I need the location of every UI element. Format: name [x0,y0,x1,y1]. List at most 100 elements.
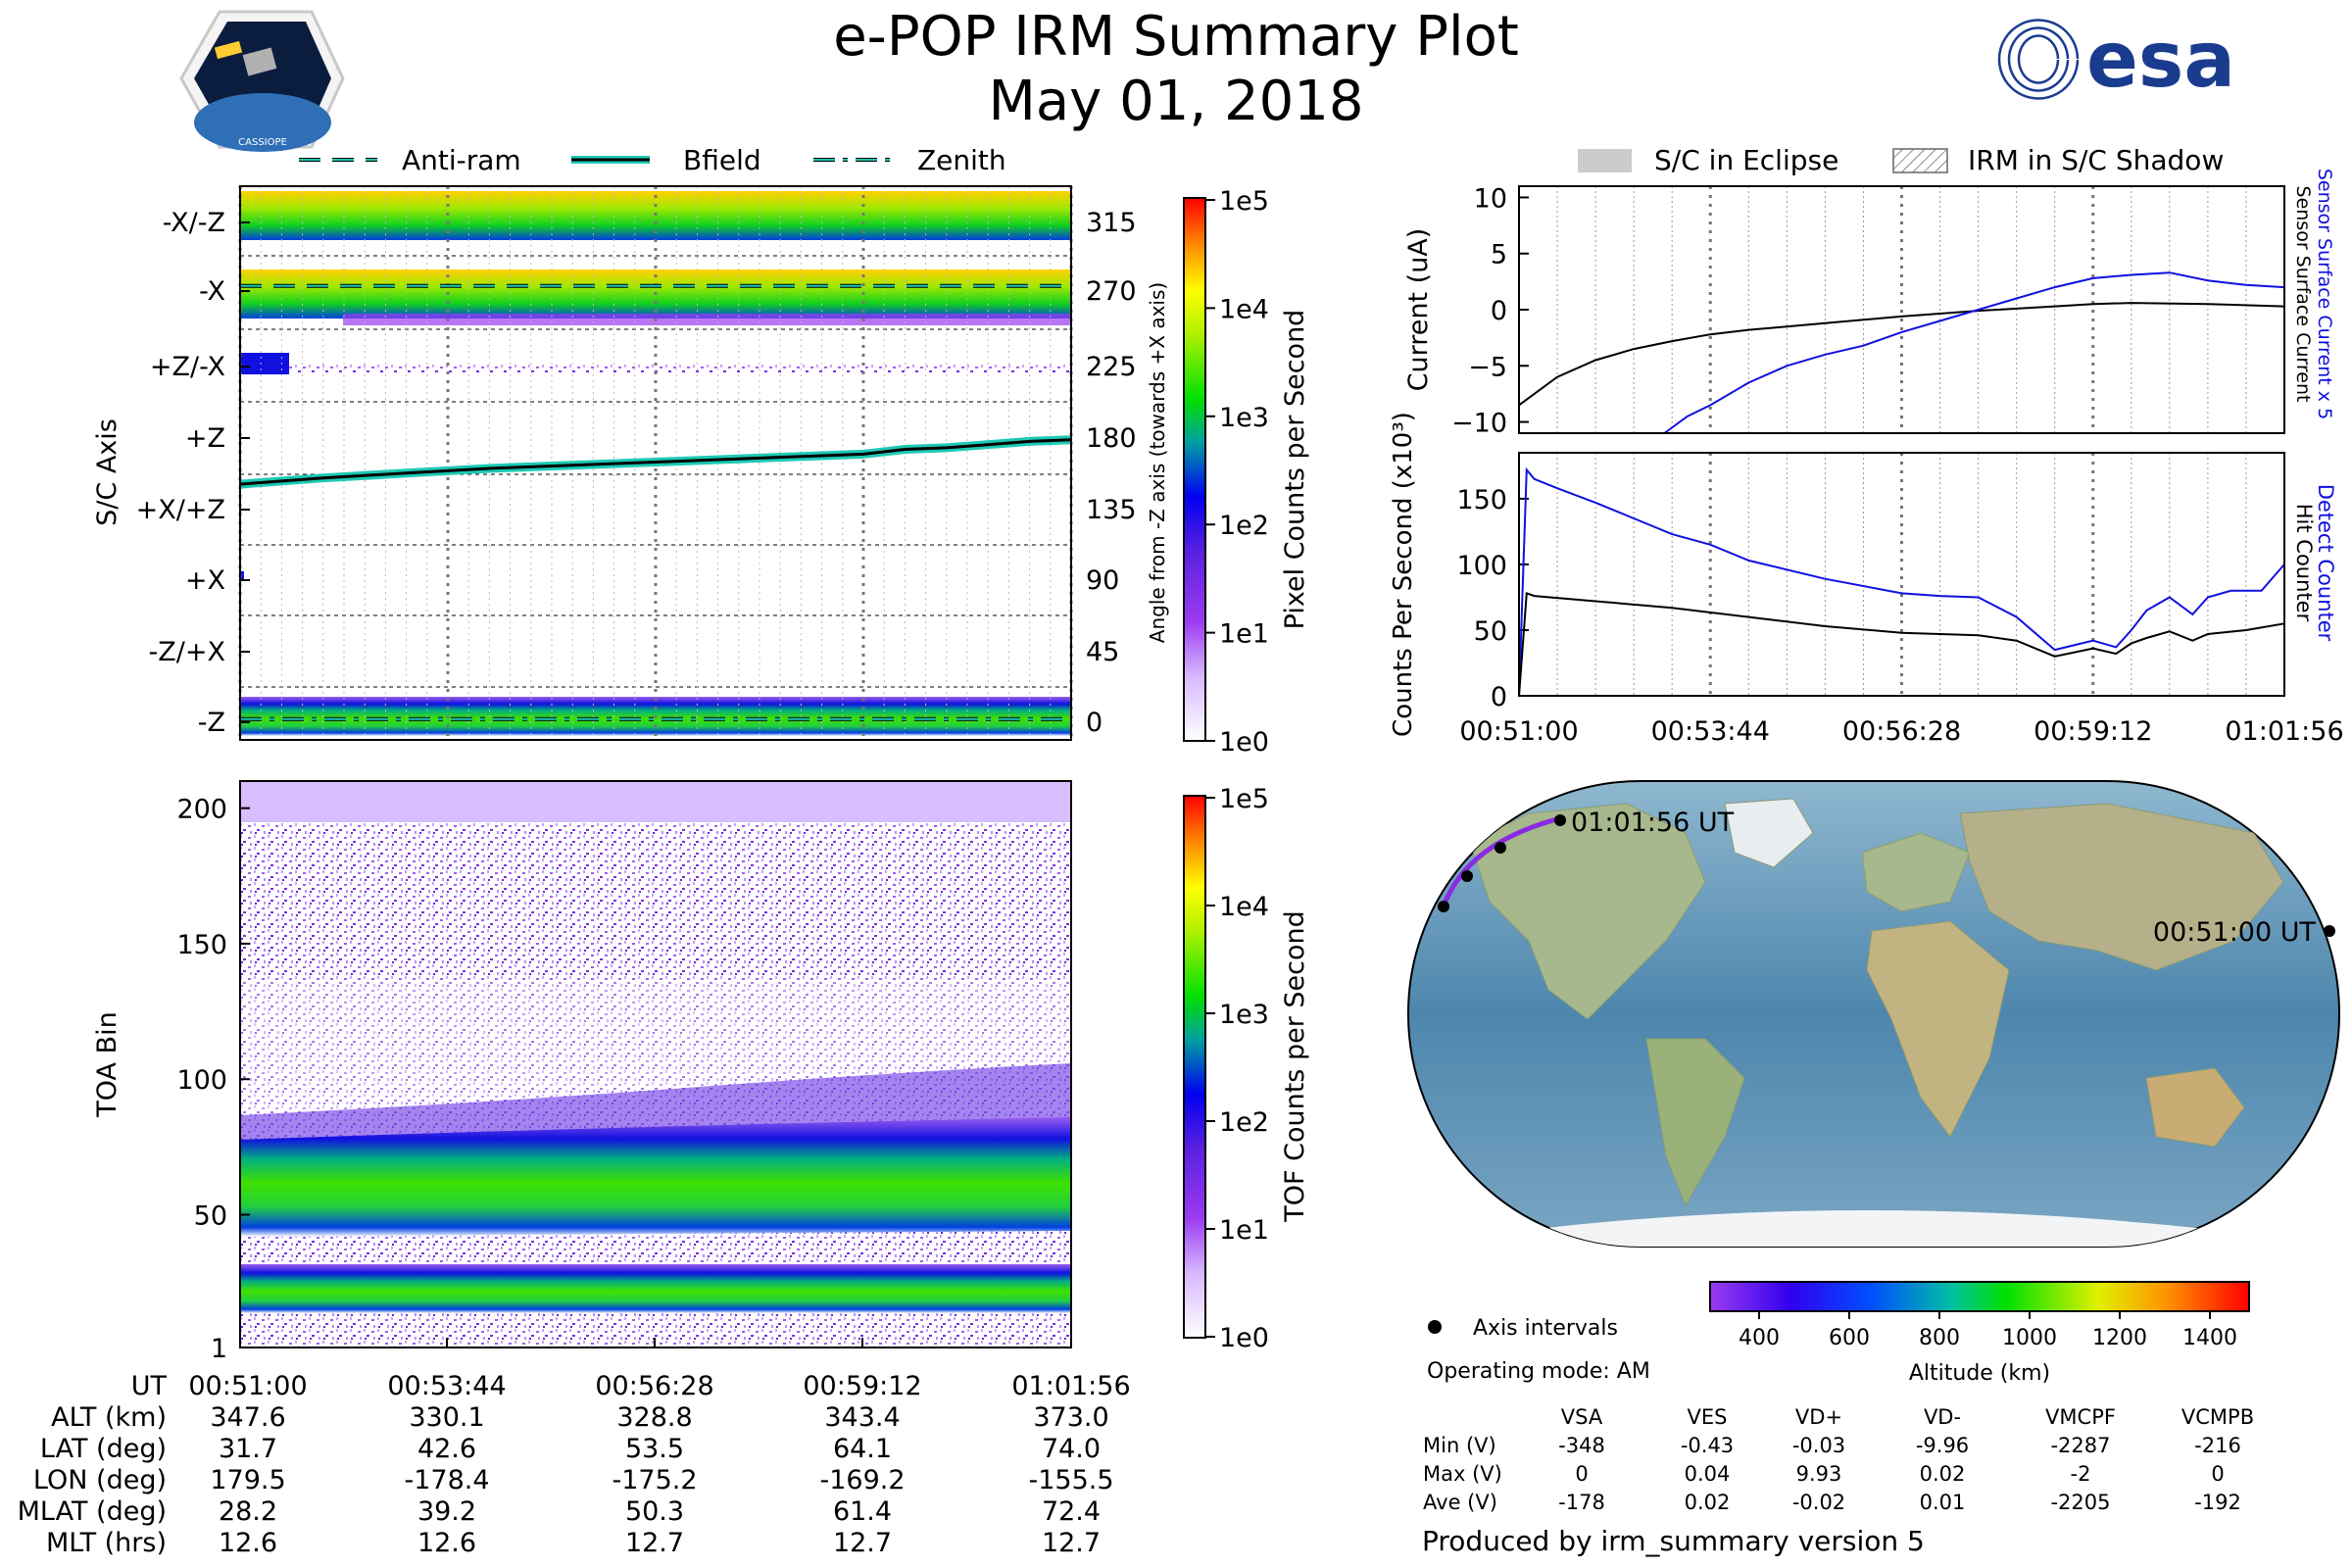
altitude-tick-label: 1400 [2182,1326,2237,1350]
orbit-cell: 00:59:12 [803,1371,921,1401]
orbit-cell: 12.6 [219,1528,277,1558]
voltage-cell: 0 [2211,1462,2224,1486]
angle-tick-label: 45 [1086,637,1119,667]
orbit-cell: 39.2 [417,1496,476,1527]
orbit-cell: 343.4 [824,1402,900,1433]
legend-anti-ram: Anti-ram [402,144,521,176]
voltage-cell: -9.96 [1916,1434,1969,1457]
orbit-row-label: MLAT (deg) [18,1496,167,1527]
colorbar-tick-label: 1e5 [1219,784,1269,814]
time-tick-label: 00:53:44 [1651,716,1770,747]
voltage-cell: -0.03 [1792,1434,1845,1457]
angle-ylabel: Angle from -Z axis (towards +X axis) [1146,282,1169,643]
map-end-label: 01:01:56 UT [1571,808,1735,838]
asia [1959,803,2284,971]
orbit-cell: 42.6 [417,1434,476,1464]
tof-colorbar: 1e5 1e4 1e3 1e2 1e1 1e0 TOF Counts per Second [1183,784,1310,1353]
orbit-cell: 12.7 [1042,1528,1101,1558]
voltage-header: VES [1688,1405,1728,1429]
counts-panel: 150 100 50 0 Counts Per Second (x10³) Detec… [1389,412,2344,747]
y-tick-label: −10 [1451,409,1507,439]
colorbar-tick-label: 1e3 [1219,403,1269,433]
voltage-cell: -192 [2194,1491,2241,1514]
esa-logo: esa [1997,17,2235,105]
europe [1861,832,1971,912]
current-series-sensor-surface-current-x-5 [1663,271,2285,434]
orbit-cell: 00:51:00 [188,1371,307,1401]
angle-tick-label: 270 [1086,276,1137,307]
orbit-cell: 00:56:28 [595,1371,713,1401]
legend-eclipse: S/C in Eclipse [1654,144,1838,176]
orbit-row-label: LAT (deg) [40,1434,167,1464]
voltage-cell: -0.43 [1681,1434,1734,1457]
orbit-cell: 373.0 [1033,1402,1108,1433]
sc-axis-label: +Z [185,423,225,454]
legend-shadow: IRM in S/C Shadow [1968,144,2224,176]
time-tick-label: 00:59:12 [2034,716,2152,747]
sc-axis-panel: Anti-ram Bfield Zenith -X/-Z -X +Z/-X +Z +X/… [92,144,1169,741]
produced-by: Produced by irm_summary version 5 [1422,1525,1925,1557]
voltage-header: VMCPF [2045,1405,2116,1429]
heat-strip-plus-z-minus-x [240,353,289,374]
sc-axis-ylabel: S/C Axis [92,418,122,526]
orbit-cell: 328.8 [616,1402,692,1433]
orbit-cell: 12.7 [625,1528,684,1558]
mission-logo-text: CASSIOPE [238,137,287,148]
header: CASSIOPE e-POP IRM Summary Plot May 01, … [179,5,2235,152]
orbit-cell: 31.7 [219,1434,277,1464]
orbit-cell: 179.5 [210,1465,285,1495]
map-legend: Axis intervals Operating mode: AM [1427,1316,1650,1384]
voltage-row-label: Min (V) [1423,1434,1496,1457]
sc-axis-label: +X/+Z [136,495,225,525]
sc-axis-label: +Z/-X [150,352,225,382]
colorbar-tick-label: 1e4 [1219,892,1269,922]
y-tick-label: 5 [1491,240,1507,270]
orbit-cell: 00:53:44 [387,1371,506,1401]
toa-tick-label: 1 [211,1334,227,1364]
altitude-tick-label: 600 [1829,1326,1870,1350]
counts-right-label-blue: Detect Counter [2314,484,2337,642]
altitude-tick-label: 800 [1919,1326,1960,1350]
orbit-map: 01:01:56 UT 00:51:00 UT [1407,780,2340,1248]
voltage-cell: -0.02 [1792,1491,1845,1514]
orbit-point-3 [1494,842,1506,854]
bfield-line [239,438,1072,486]
y-tick-label: 10 [1474,183,1507,214]
current-frame [1518,185,2285,434]
counts-right-label-black: Hit Counter [2292,504,2316,622]
y-tick-label: 150 [1456,485,1507,515]
orbit-cell: 330.1 [409,1402,484,1433]
counts-frame [1518,452,2285,697]
current-legend: S/C in Eclipse IRM in S/C Shadow [1578,144,2224,176]
colorbar-tick-label: 1e1 [1219,619,1269,650]
sc-axis-label: -Z/+X [149,637,225,667]
greenland [1724,798,1814,868]
legend-bfield: Bfield [683,144,761,176]
y-tick-label: −5 [1468,352,1507,382]
altitude-colorbar: 400 600 800 1000 1200 1400 Altitude (km) [1709,1281,2250,1386]
voltage-cell: 0.04 [1685,1462,1731,1486]
sc-axis-label: +X [185,565,225,596]
toa-background-speckle [240,781,1071,1348]
colorbar-tick-label: 1e2 [1219,1107,1269,1138]
time-tick-label: 01:01:56 [2225,716,2343,747]
tof-colorbar-label: TOF Counts per Second [1280,910,1310,1223]
agency-logo-text: esa [2086,17,2235,105]
altitude-tick-label: 1200 [2092,1326,2147,1350]
counts-series-detect-counter [1518,466,2285,697]
page-title: e-POP IRM Summary Plot [833,5,1519,69]
orbit-point-start [2324,925,2335,937]
toa-tick-label: 200 [176,795,227,825]
voltage-header: VD- [1924,1405,1961,1429]
voltage-cell: -2287 [2050,1434,2110,1457]
counts-series-hit-counter [1518,592,2285,697]
page-date: May 01, 2018 [989,70,1364,133]
heat-strip-plus-x [240,571,244,581]
current-right-label-blue: Sensor Surface Current x 5 [2314,169,2335,419]
toa-band-low [240,1264,1071,1313]
colorbar-tick-label: 1e1 [1219,1215,1269,1246]
altitude-tick-label: 1000 [2002,1326,2057,1350]
orbit-point-1 [1438,901,1449,912]
toa-frame [239,780,1072,1348]
